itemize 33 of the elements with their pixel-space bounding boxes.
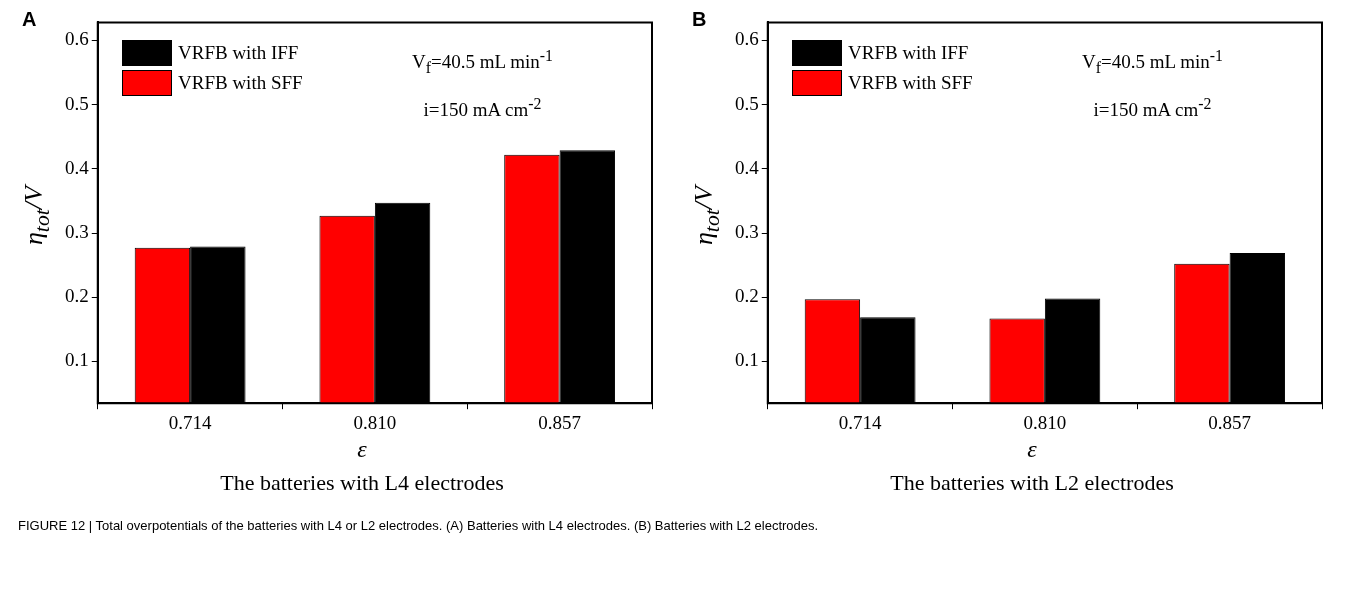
text: The batteries with L4 electrodes (219, 470, 505, 496)
y-tick-label: 0.6 (735, 28, 759, 50)
y-tick-label: 0.6 (65, 28, 89, 50)
x-tick-label: 0.857 (538, 411, 581, 433)
text: The batteries with L2 electrodes (889, 470, 1175, 496)
legend-label: VRFB with SFF (848, 71, 973, 95)
chart-title: B (692, 8, 707, 31)
y-tick-label: 0.5 (65, 92, 89, 114)
legend-label: VRFB with IFF (848, 41, 969, 65)
y-tick-label: 0.3 (65, 221, 89, 243)
chart-title: A (22, 8, 37, 31)
annotation: V$_{f}$=40.5 mL min$^{-1}$ (412, 46, 553, 79)
x-tick-label: 0.810 (353, 411, 397, 433)
x-tick-label: 0.714 (168, 411, 212, 433)
y-tick-label: 0.1 (735, 349, 759, 371)
annotation: i=150 mA cm$^{-2}$ (1092, 94, 1213, 123)
legend-label: VRFB with SFF (178, 71, 303, 95)
x-tick-label: 0.857 (1208, 411, 1251, 433)
y-tick-label: 0.5 (735, 92, 759, 114)
x-axis-title: ε (1026, 436, 1038, 463)
x-axis-title: ε (356, 436, 368, 463)
y-tick-label: 0.3 (735, 221, 759, 243)
annotation: V$_{f}$=40.5 mL min$^{-1}$ (1082, 46, 1223, 79)
y-tick-label: 0.2 (65, 285, 89, 307)
x-tick-label: 0.810 (1023, 411, 1067, 433)
legend-label: VRFB with IFF (178, 41, 299, 65)
y-tick-label: 0.1 (65, 349, 89, 371)
y-tick-label: 0.4 (735, 156, 760, 178)
annotation: i=150 mA cm$^{-2}$ (422, 94, 543, 123)
x-tick-label: 0.714 (838, 411, 882, 433)
caption: FIGURE 12 | Total overpotentials of the batteries with L4 or L2 electrodes. (A) Batteries with L4 electrodes. (B) Batteries with L2 electrodes. (18, 518, 819, 533)
y-tick-label: 0.4 (65, 156, 90, 178)
y-tick-label: 0.2 (735, 285, 759, 307)
